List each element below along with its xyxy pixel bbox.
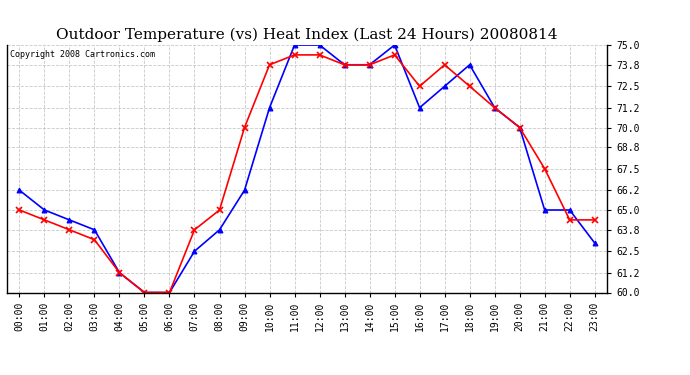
Text: Copyright 2008 Cartronics.com: Copyright 2008 Cartronics.com (10, 50, 155, 59)
Title: Outdoor Temperature (vs) Heat Index (Last 24 Hours) 20080814: Outdoor Temperature (vs) Heat Index (Las… (57, 28, 558, 42)
